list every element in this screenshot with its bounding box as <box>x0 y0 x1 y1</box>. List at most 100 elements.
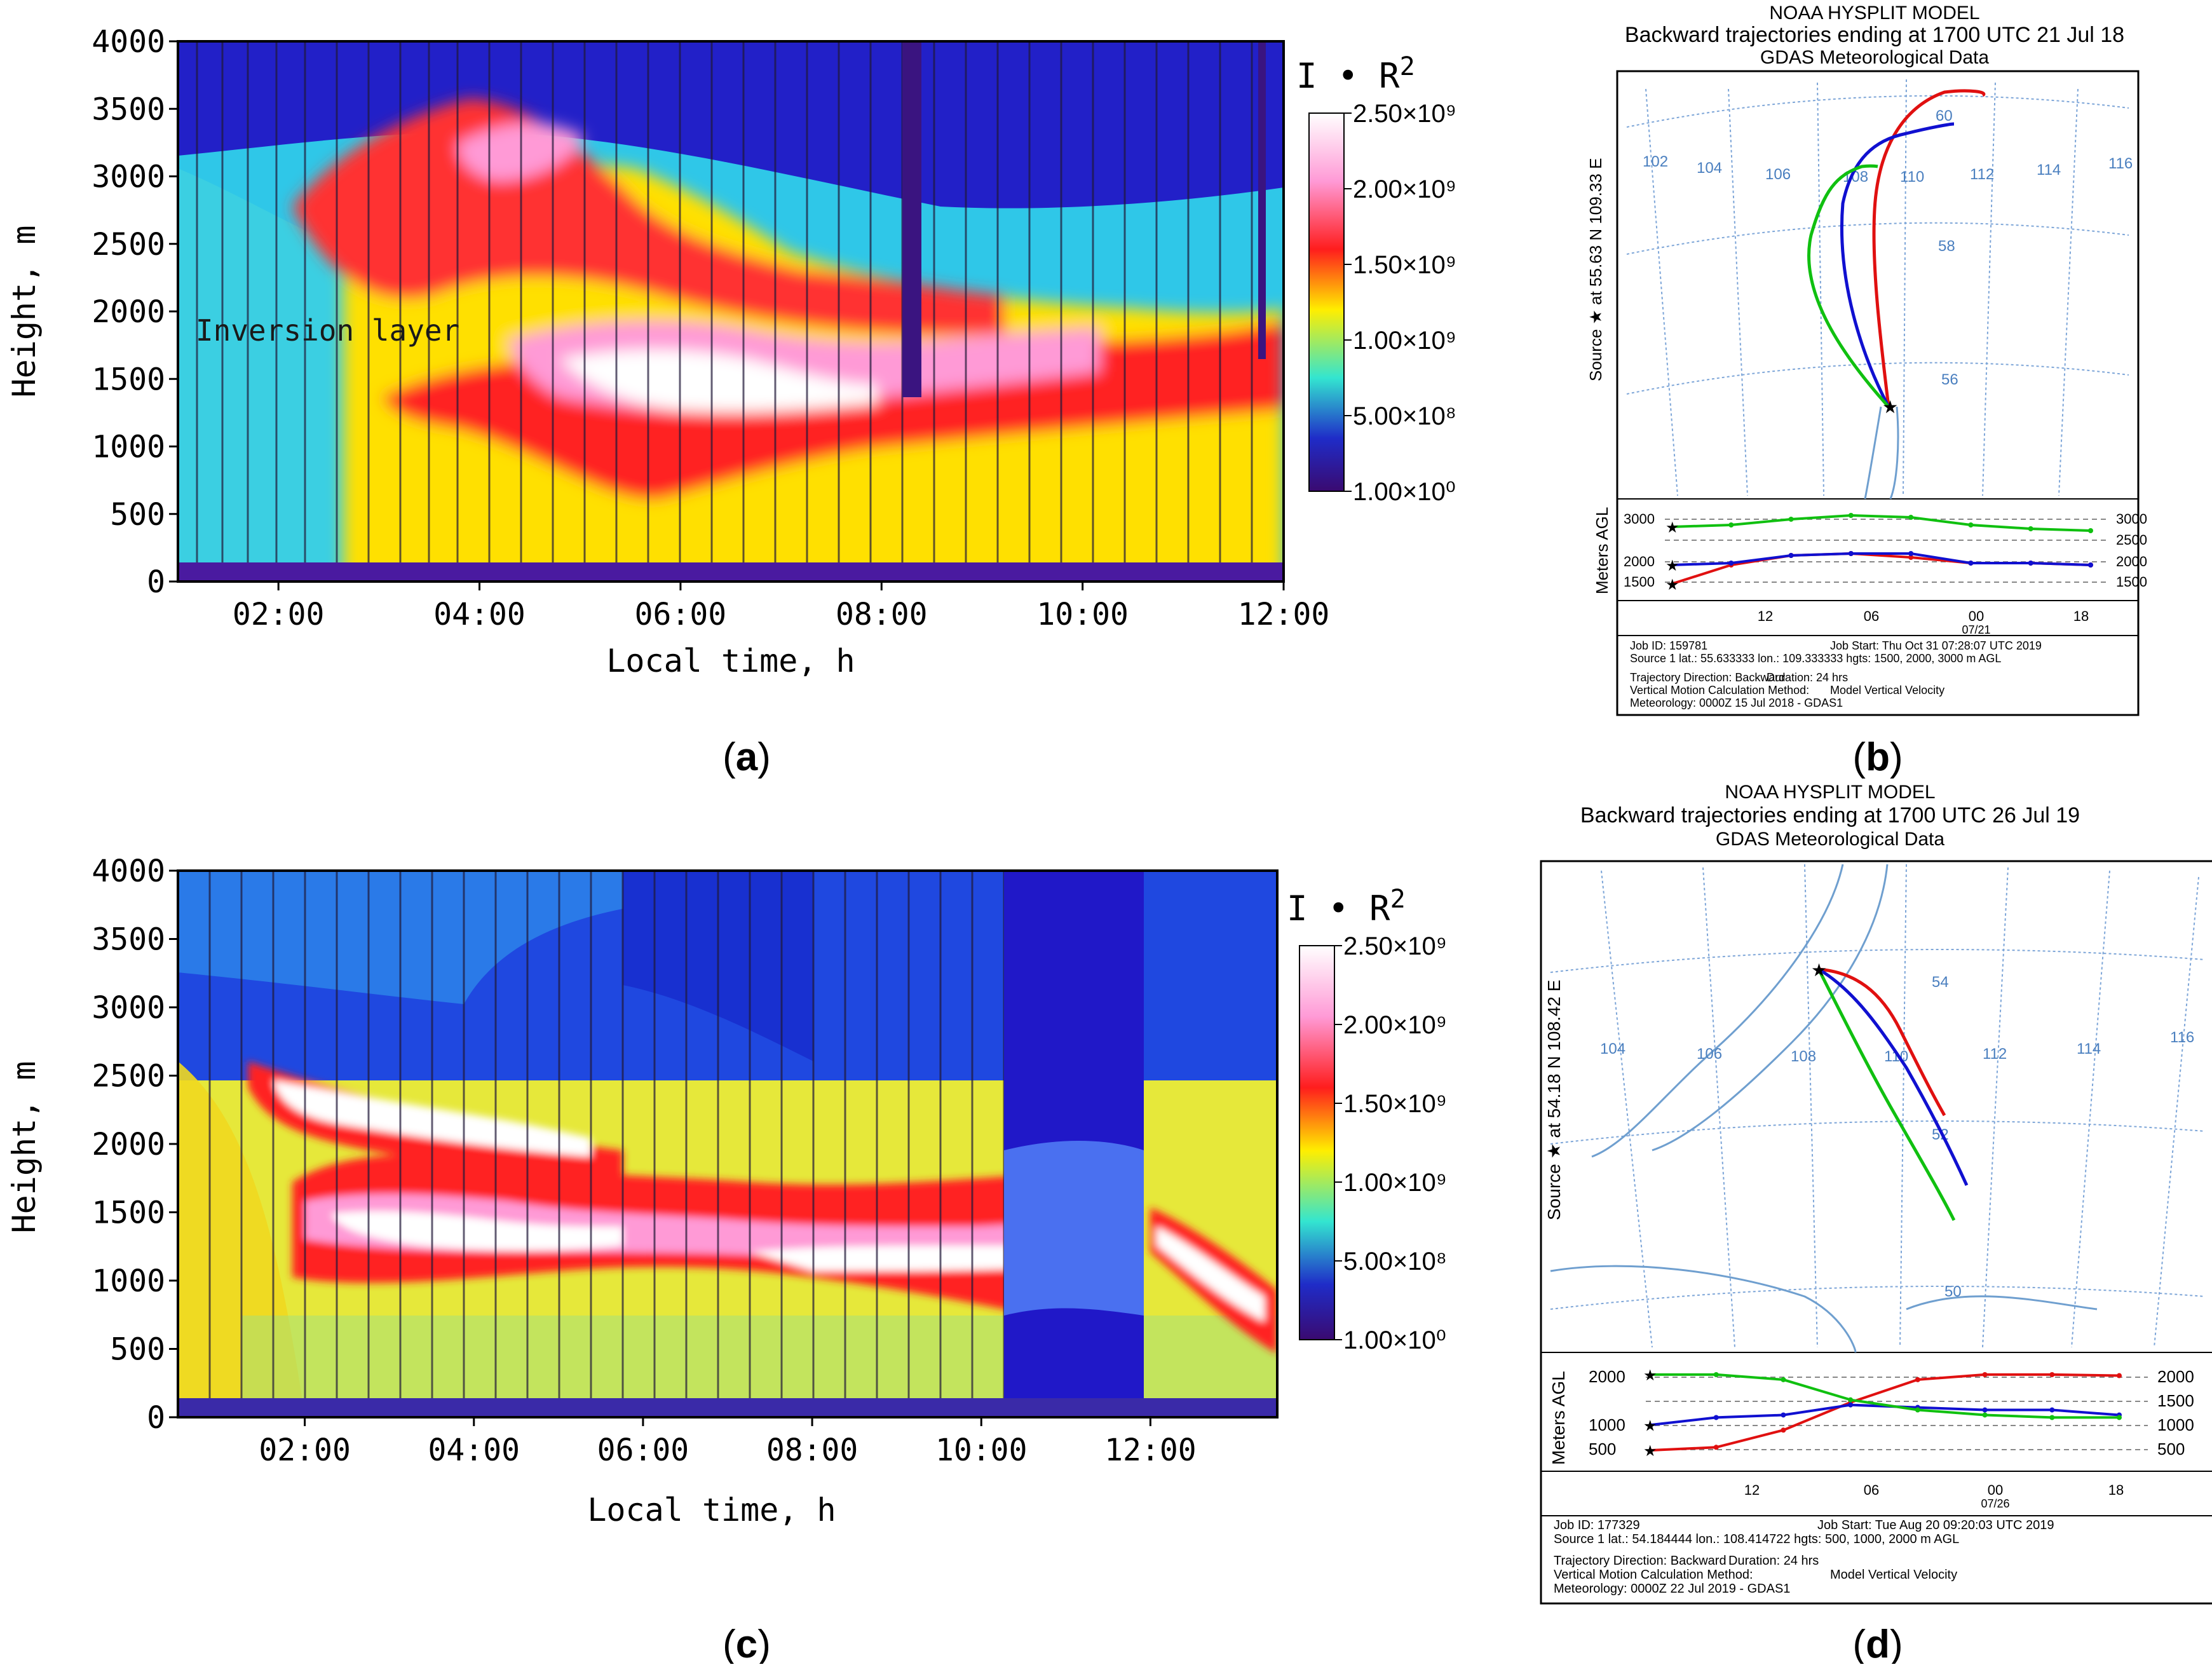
svg-text:58: 58 <box>1938 238 1955 255</box>
svg-text:116: 116 <box>2108 155 2133 172</box>
lake-outline-d <box>1550 864 2098 1353</box>
svg-text:1000: 1000 <box>2157 1415 2194 1434</box>
svg-text:07/26: 07/26 <box>1981 1497 2009 1510</box>
svg-text:06: 06 <box>1864 1482 1879 1498</box>
agl-ticks-d: 2000 1500 1000 500 2000 1000 500 <box>1589 1367 2194 1459</box>
svg-text:104: 104 <box>1697 160 1722 177</box>
b-agl-line-1 <box>1671 552 2091 566</box>
b-agl-point <box>1728 561 1734 566</box>
b-agl-point <box>2088 528 2093 533</box>
trajectory-green-b <box>1807 164 1890 408</box>
a-ytick-label: 4000 <box>92 24 165 60</box>
b-agl-point <box>1848 551 1854 556</box>
source-star-d: ★ <box>1811 960 1827 980</box>
d-agl-point <box>1982 1407 1988 1413</box>
d-agl-point <box>2117 1415 2122 1420</box>
d-agl-line-0 <box>1648 1373 2120 1452</box>
colorbar-a: I • R2 2.50×10⁹ 2.00×10⁹ 1.50×10⁹ 1.00×10⁹ 5.… <box>1296 52 1456 506</box>
panel-c: 0 500 1000 1500 2000 2500 3000 3500 4000 02:00 04:… <box>6 854 1447 1528</box>
d-agl-point <box>1848 1397 1854 1403</box>
caption-b: (b) <box>1852 735 1903 779</box>
c-colorbar-ramp <box>1299 945 1335 1340</box>
footer-d: Job ID: 177329 Job Start: Tue Aug 20 09:… <box>1554 1518 2054 1596</box>
captions: (a) (b) (c) (d) <box>723 735 1903 1666</box>
b-agl-point <box>1728 522 1734 527</box>
a-ytick-label: 2000 <box>92 294 165 330</box>
c-ytick-label: 2000 <box>92 1127 165 1162</box>
svg-text:12: 12 <box>1744 1482 1760 1498</box>
svg-text:3000: 3000 <box>2116 511 2147 527</box>
svg-text:Job ID: 159781: Job ID: 159781 <box>1630 639 1707 652</box>
b-agl-point <box>1968 522 1974 527</box>
agl-label-d: Meters AGL <box>1549 1371 1568 1465</box>
c-ytick-label: 500 <box>110 1332 165 1368</box>
a-xtick-label: 06:00 <box>635 597 727 632</box>
svg-text:Meteorology: 0000Z 15 Jul 2018: Meteorology: 0000Z 15 Jul 2018 - GDAS1 <box>1630 697 1843 709</box>
a-colorbar-label: 5.00×10⁸ <box>1353 402 1456 430</box>
b-agl-point <box>1908 515 1914 520</box>
agl-lines-b: ★★★ <box>1666 513 2093 594</box>
lon-labels-b: 102 104 106 108 110 112 114 116 <box>1643 153 2133 186</box>
b-agl-point <box>1908 555 1914 560</box>
inversion-layer-label: Inversion layer <box>196 313 459 348</box>
a-xtick-label: 08:00 <box>836 597 928 632</box>
svg-text:00: 00 <box>1988 1482 2003 1498</box>
panel-b: NOAA HYSPLIT MODEL Backward trajectories… <box>1586 3 2147 716</box>
trajectory-blue-b <box>1840 122 1955 408</box>
y-axis-label-c: Height, m <box>6 1061 43 1234</box>
source-label-b: Source ★ at 55.63 N 109.33 E <box>1586 158 1605 381</box>
svg-text:114: 114 <box>2037 161 2061 179</box>
svg-text:Model Vertical Velocity: Model Vertical Velocity <box>1830 1568 1957 1582</box>
c-ytick-label: 0 <box>147 1400 165 1436</box>
axes-a: 0 500 1000 1500 2000 2500 3000 3500 4000 02:00 04:… <box>92 24 1329 632</box>
c-ytick-label: 2500 <box>92 1059 165 1094</box>
b-agl-point <box>1788 553 1794 558</box>
heatmap-a <box>178 41 1284 582</box>
a-ytick-label: 1500 <box>92 362 165 397</box>
c-xtick-label: 04:00 <box>428 1432 520 1468</box>
time-ticks-d: 12 06 00 07/26 18 <box>1744 1482 2124 1510</box>
svg-text:18: 18 <box>2108 1482 2124 1498</box>
svg-text:102: 102 <box>1643 153 1668 170</box>
c-colorbar-title: I • R2 <box>1287 885 1406 929</box>
d-agl-point <box>2117 1373 2122 1378</box>
svg-text:Trajectory Direction: Backward: Trajectory Direction: Backward <box>1554 1554 1727 1568</box>
a-ytick-label: 500 <box>110 497 165 533</box>
header-subtitle-d: Backward trajectories ending at 1700 UTC… <box>1580 803 2080 827</box>
b-agl-point <box>1968 561 1974 566</box>
y-axis-label-a: Height, m <box>6 226 43 398</box>
c-colorbar-label: 2.50×10⁹ <box>1343 932 1447 960</box>
d-agl-point <box>2049 1407 2055 1413</box>
svg-text:2000: 2000 <box>1589 1367 1625 1386</box>
a-ytick-label: 0 <box>147 564 165 600</box>
b-agl-point <box>1848 513 1854 518</box>
a-xtick-label: 02:00 <box>233 597 325 632</box>
source-star-b: ★ <box>1882 397 1898 417</box>
d-agl-point <box>1848 1402 1854 1408</box>
c-ytick-label: 4000 <box>92 854 165 889</box>
axes-c: 0 500 1000 1500 2000 2500 3000 3500 4000 02:00 04:… <box>92 854 1196 1468</box>
b-agl-point <box>1908 551 1914 556</box>
c-colorbar-label: 5.00×10⁸ <box>1343 1248 1447 1276</box>
c-ytick-label: 3000 <box>92 990 165 1026</box>
d-agl-point <box>1781 1412 1786 1418</box>
svg-text:106: 106 <box>1765 166 1791 183</box>
a-ytick-label: 1000 <box>92 430 165 465</box>
svg-text:06: 06 <box>1864 608 1879 624</box>
panel-a: 0 500 1000 1500 2000 2500 3000 3500 4000 02:00 04:… <box>6 24 1456 679</box>
svg-text:116: 116 <box>2170 1029 2194 1046</box>
svg-text:2500: 2500 <box>2116 532 2147 548</box>
svg-text:3000: 3000 <box>1624 511 1655 527</box>
header-title-b: NOAA HYSPLIT MODEL <box>1769 3 1979 24</box>
svg-text:Job ID: 177329: Job ID: 177329 <box>1554 1518 1640 1532</box>
a-colorbar-label: 1.50×10⁹ <box>1353 251 1456 279</box>
svg-text:07/21: 07/21 <box>1962 623 1990 636</box>
trajectory-green-d <box>1817 968 1956 1221</box>
b-agl-point <box>2028 561 2033 566</box>
agl-lines-d: ★ ★ ★ <box>1643 1367 2122 1460</box>
header-met-b: GDAS Meteorological Data <box>1760 47 1989 68</box>
time-ticks-b: 12 06 00 07/21 18 <box>1758 608 2089 636</box>
svg-text:1500: 1500 <box>1624 574 1655 590</box>
agl-label-b: Meters AGL <box>1592 507 1612 594</box>
b-agl-start-star: ★ <box>1666 576 1679 594</box>
